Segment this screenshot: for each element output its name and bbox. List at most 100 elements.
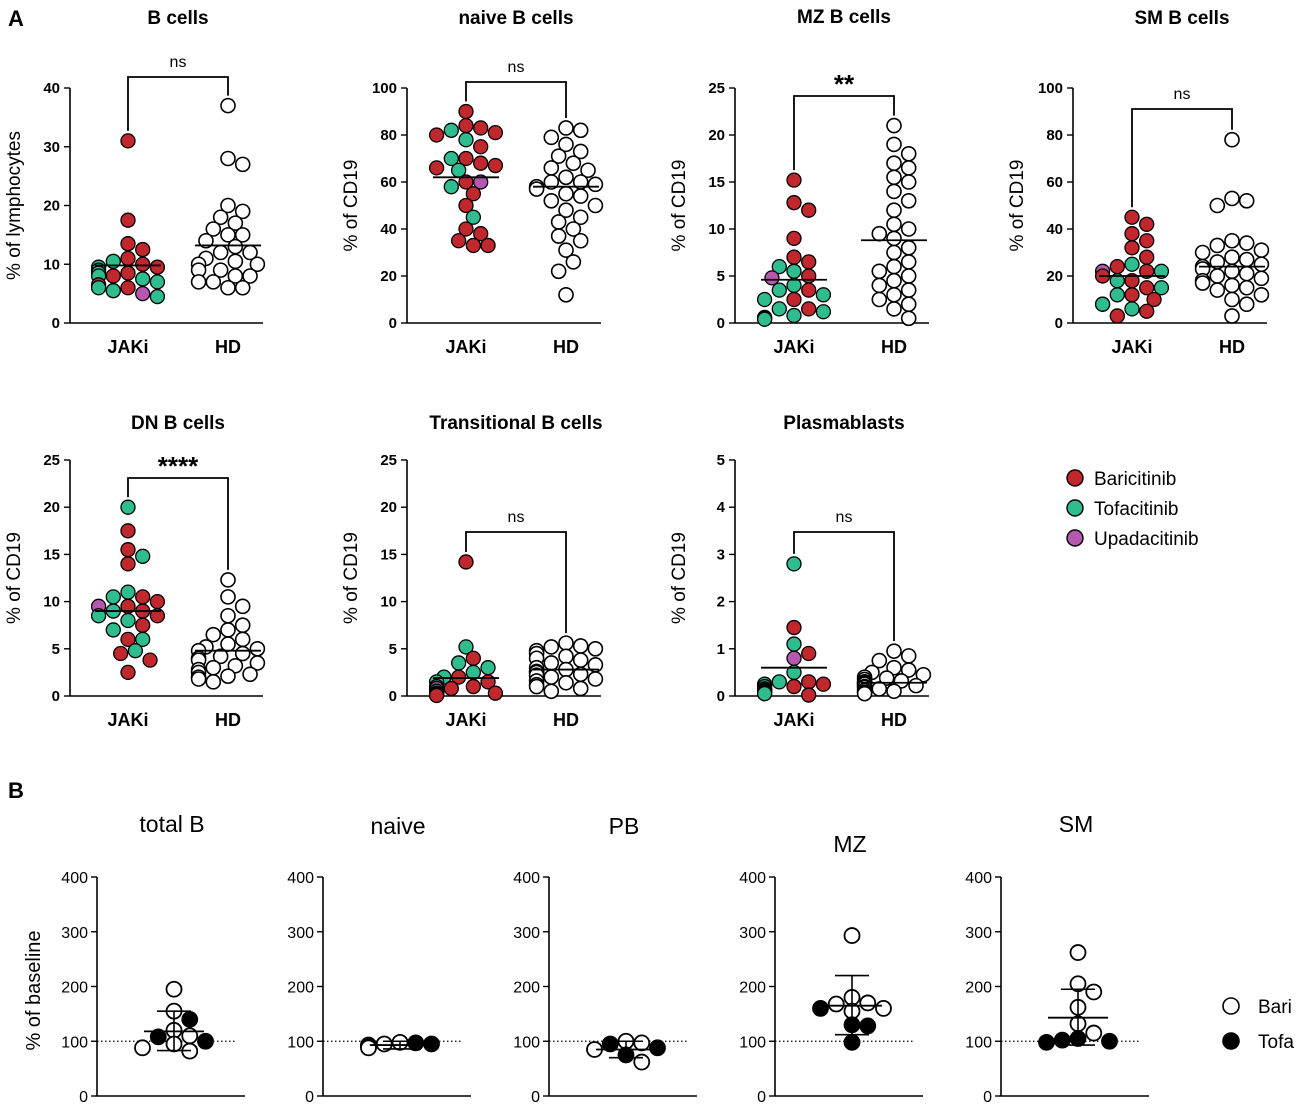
y-axis-label: % of CD19 [341,532,362,624]
data-point-baricitinib [1124,209,1140,225]
data-point-baricitinib [149,593,166,610]
data-point-hd [242,268,258,284]
data-point-hd [190,671,207,687]
data-point-hd [212,648,229,665]
data-point-baricitinib [149,259,166,275]
data-point-baricitinib [120,542,136,558]
data-point-hd [1253,270,1270,287]
data-point-hd [220,97,236,114]
data-point-hd [205,626,222,643]
data-point-baricitinib [786,230,802,247]
significance-label: ns [170,54,187,71]
data-point-upadacitinib [135,285,151,302]
legend-swatch-tofa [1222,1032,1240,1050]
data-point-hd [234,203,251,220]
data-point-baricitinib [1139,249,1155,265]
data-point-tofacitinib [458,132,474,148]
data-point-baricitinib [801,645,817,662]
data-point-hd [587,640,604,657]
data-point-hd [572,143,589,160]
y-tick-label: 25 [708,80,725,97]
significance-bracket [127,477,229,570]
data-point-hd [1224,291,1240,308]
y-tick-label: 1 [717,641,725,658]
data-point-hd [856,685,873,702]
chart-mz-b-cells: MZ B cells 0 5 10 15 20 25 % of CD19 JAKi HD ** [669,7,929,357]
data-point-hd [915,666,932,683]
data-point-hd [871,291,888,308]
data-point-baricitinib [801,202,817,218]
data-point-hd [1238,265,1255,282]
y-tick-label: 5 [52,641,60,658]
chart-title: DN B cells [131,413,225,434]
y-tick-label: 300 [287,925,314,942]
data-point-hd [886,659,902,676]
data-point-bari [165,980,183,998]
y-axis-label: % of lymphocytes [4,131,25,280]
y-tick-label: 40 [380,221,397,238]
data-point-hd [886,286,902,303]
data-point-hd [550,214,567,230]
data-point-hd [1209,282,1226,298]
y-tick-label: 4 [717,499,726,516]
data-point-tofacitinib [127,643,144,659]
data-point-hd [234,631,251,648]
data-point-hd [900,193,917,209]
y-tick-label: 0 [52,688,60,705]
y-tick-label: 200 [61,980,88,997]
data-point-hd [1238,296,1255,313]
data-point-hd [220,197,236,214]
data-point-tofacitinib [135,548,151,564]
data-point-hd [558,242,574,258]
data-point-hd [1238,251,1255,268]
data-point-hd [558,136,574,153]
significance-bracket [465,531,567,634]
y-axis-label: % of CD19 [1007,160,1028,252]
data-point-baricitinib [458,117,474,134]
data-point-hd [558,185,574,202]
data-point-hd [543,193,560,209]
chart-b-naive: naive 0 100 200 300 400 [287,813,471,1104]
data-point-hd [900,282,917,298]
legend-label-baricitinib: Baricitinib [1094,469,1176,490]
x-category-label: JAKi [773,337,814,357]
legend-label-tofacitinib: Tofacitinib [1094,499,1179,520]
y-tick-label: 25 [380,452,397,469]
x-category-label: HD [1219,337,1245,357]
data-point-baricitinib [458,197,474,214]
data-point-baricitinib [458,150,474,167]
data-point-baricitinib [1146,291,1162,308]
chart-title: B cells [147,8,208,29]
chart-b-cells: B cells 0 10 20 30 40 % of lymphocytes JAKi HD ns [4,8,266,357]
y-tick-label: 0 [79,1089,88,1104]
data-point-baricitinib [473,226,489,242]
data-point-hd [886,155,902,171]
data-point-upadacitinib [786,650,802,666]
data-point-tofacitinib [756,685,773,702]
data-point-baricitinib [473,155,489,171]
data-point-baricitinib [786,291,802,308]
data-point-baricitinib [113,645,129,662]
data-point-hd [565,221,582,237]
y-tick-label: 15 [43,546,60,563]
y-tick-label: 10 [380,594,397,611]
data-point-baricitinib [487,157,504,174]
data-point-baricitinib [786,172,802,188]
data-point-hd [249,655,266,671]
data-point-baricitinib [120,265,136,281]
legend-swatch-baricitinib [1066,469,1084,487]
data-point-hd [886,183,902,200]
data-point-hd [886,643,902,659]
data-point-baricitinib [1139,233,1155,249]
y-tick-label: 400 [287,870,314,887]
data-point-hd [1224,308,1240,324]
data-point-baricitinib [465,678,482,695]
data-point-tofacitinib [771,674,787,690]
y-tick-label: 30 [43,139,60,156]
y-tick-label: 25 [43,452,60,469]
data-point-bari [633,1034,651,1052]
data-point-baricitinib [801,282,817,298]
data-point-baricitinib [135,241,151,258]
data-point-tofacitinib [1109,287,1125,303]
data-point-baricitinib [1109,308,1125,324]
